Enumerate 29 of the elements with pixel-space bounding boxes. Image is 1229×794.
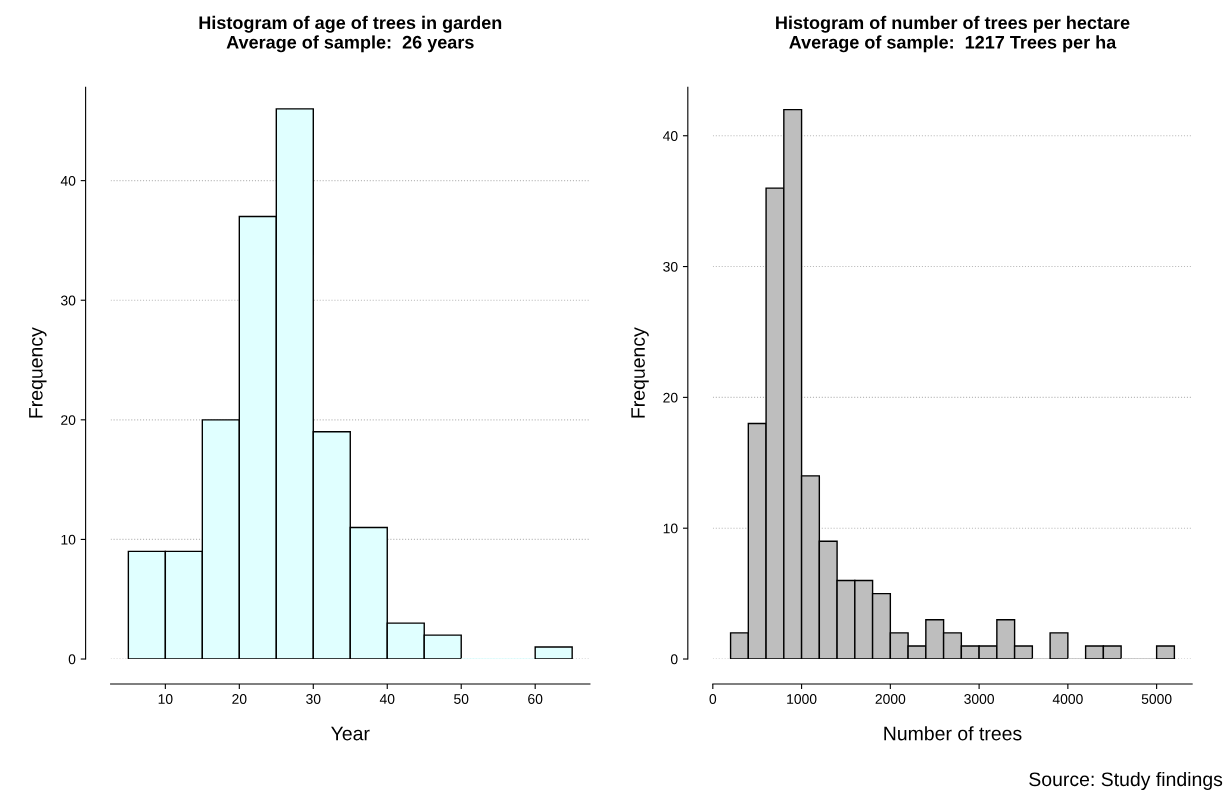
- x-tick-label: 2000: [875, 694, 906, 704]
- y-tick-label: 10: [663, 523, 678, 534]
- y-tick-label: 10: [61, 534, 76, 545]
- x-tick-label: 3000: [964, 694, 995, 704]
- y-tick-label: 0: [670, 654, 678, 665]
- x-tick-label: 10: [158, 694, 173, 704]
- x-tick-label: 5000: [1141, 694, 1172, 704]
- x-axis-title: Year: [331, 726, 370, 741]
- y-axis-title: Frequency: [631, 327, 649, 418]
- x-tick-label: 0: [709, 694, 717, 704]
- chart-title: Histogram of number of trees per hectare Average of sample: 1217 Trees per ha: [776, 15, 1130, 53]
- x-tick-label: 40: [379, 694, 395, 704]
- y-tick-label: 40: [60, 175, 76, 186]
- y-tick-label: 0: [68, 654, 76, 665]
- x-axis-title: Number of trees: [884, 726, 1022, 741]
- x-tick-label: 30: [306, 694, 321, 704]
- y-axis-title: Frequency: [29, 327, 47, 418]
- x-tick-label: 20: [232, 694, 247, 704]
- source-note: Source: Study findings: [1029, 771, 1223, 791]
- x-tick-label: 60: [528, 694, 543, 704]
- y-tick-label: 20: [61, 415, 76, 425]
- y-tick-label: 40: [662, 131, 678, 141]
- y-tick-label: 30: [663, 261, 678, 272]
- y-tick-label: 30: [60, 295, 76, 306]
- x-tick-label: 4000: [1052, 694, 1083, 704]
- y-tick-label: 20: [663, 392, 678, 403]
- chart-title: Histogram of age of trees in garden Average of sample: 26 years: [199, 15, 502, 53]
- x-tick-label: 50: [454, 694, 469, 704]
- x-tick-label: 1000: [787, 694, 817, 704]
